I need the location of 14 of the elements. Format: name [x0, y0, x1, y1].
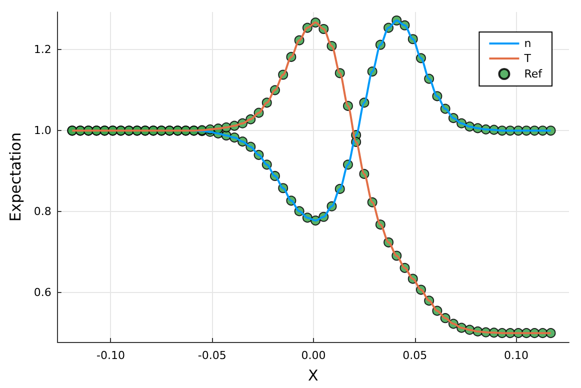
- x-tick-label: -0.05: [198, 349, 226, 362]
- y-tick-label: 0.6: [34, 286, 52, 300]
- y-axis-title: Expectation: [6, 132, 24, 222]
- x-tick-label: 0.00: [301, 349, 326, 362]
- x-tick-label: 0.10: [504, 349, 529, 362]
- y-tick-label: 1.2: [34, 43, 52, 56]
- y-tick-label: 1.0: [34, 124, 52, 138]
- legend-label: T: [523, 52, 532, 65]
- legend-label: n: [524, 37, 532, 50]
- y-tick-label: 0.8: [34, 205, 52, 218]
- x-axis-title: X: [308, 366, 318, 384]
- x-tick-label: -0.10: [96, 349, 125, 362]
- x-tick-label: 0.05: [402, 349, 428, 362]
- legend-label: Ref: [524, 68, 544, 80]
